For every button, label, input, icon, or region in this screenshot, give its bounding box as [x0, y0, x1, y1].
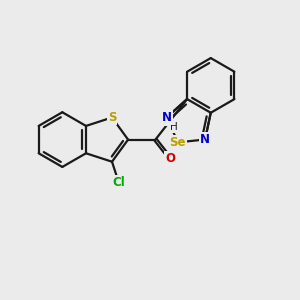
Text: Cl: Cl — [112, 176, 125, 189]
Text: H: H — [170, 122, 178, 132]
Text: Se: Se — [169, 136, 186, 149]
Text: S: S — [108, 111, 116, 124]
Text: N: N — [200, 133, 210, 146]
Text: N: N — [162, 111, 172, 124]
Text: O: O — [165, 152, 175, 165]
Text: N: N — [162, 112, 172, 125]
